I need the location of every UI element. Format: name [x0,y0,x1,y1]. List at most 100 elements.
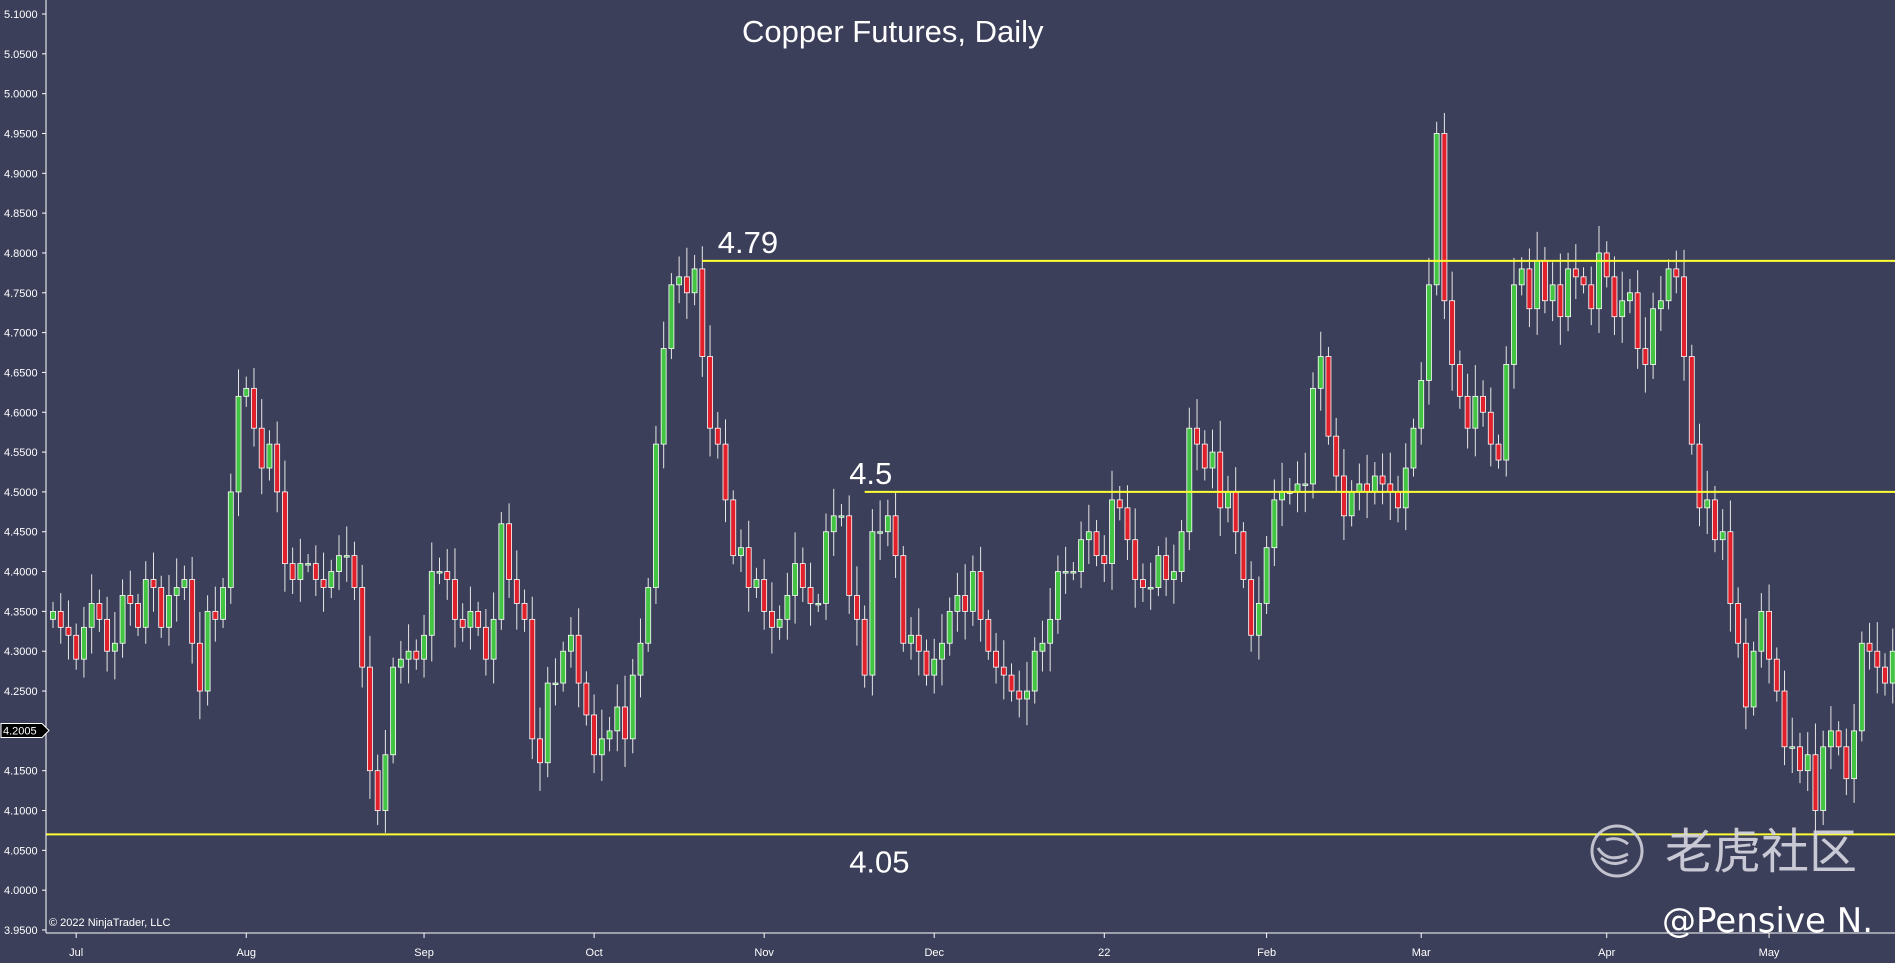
candle-body-up [1031,650,1038,692]
candle-body-up [1820,746,1827,811]
candle-body-down [1000,666,1007,676]
candle [598,709,605,781]
candle [1062,546,1069,594]
candle-body-down [73,634,80,660]
x-tick-label: Sep [414,947,434,959]
candle [1155,546,1162,597]
candle [714,412,721,459]
candle-body-up [1565,268,1571,318]
y-tick-label: 5.0000 [4,89,38,101]
candle-body-up [1851,730,1857,780]
candle-body-down [1611,276,1618,318]
candle [1325,346,1332,445]
candle [1565,252,1571,332]
candle-body-up [88,603,95,628]
tiger-logo-icon [1590,824,1644,878]
candle-body-down [1673,268,1680,278]
candle-body-up [305,563,311,566]
candle-body-down [1232,491,1239,533]
y-tick-label: 4.0500 [4,845,38,857]
candle-body-down [1696,443,1703,509]
candle [707,325,713,457]
candle [884,499,891,547]
candle-body-down [104,618,111,652]
candle [1735,587,1742,658]
candle [459,603,466,642]
candle-body-down [923,650,930,676]
candle [212,586,219,642]
candle-body-up [738,547,744,557]
candle [985,609,992,660]
candle [1209,429,1216,489]
candle [753,567,760,599]
candle [877,500,884,560]
candle [1750,641,1757,716]
candle-body-down [1797,746,1803,772]
candle-body-up [1758,610,1765,652]
candle [1093,520,1100,567]
candle-body-down [1387,483,1394,493]
candle-body-down [1217,451,1224,509]
candle-body-up [1024,690,1030,700]
candle [1410,418,1417,477]
candle [1140,563,1146,602]
y-tick-label: 4.4000 [4,567,38,579]
candle-body-down [1681,276,1687,357]
candle [977,546,984,642]
candle-body-down [1240,531,1247,580]
candle-body-up [1472,395,1479,429]
candle-body-up [1225,491,1231,509]
candle-body-down [529,618,536,740]
candle [1549,262,1556,322]
candle [104,596,111,672]
candle-body-down [1866,642,1873,652]
candle-body-down [807,587,814,604]
candle-body-up [931,658,938,676]
y-tick-label: 4.4500 [4,527,38,539]
candle-body-down [854,595,860,620]
candle [258,399,265,495]
candle-body-up [343,555,350,558]
x-tick-label: Oct [586,947,603,959]
candle [498,512,505,630]
candle-body-up [792,563,798,596]
candle-body-down [274,443,281,493]
candle [521,589,528,632]
candle [281,460,288,592]
candle-body-down [312,563,319,580]
candle [1163,537,1170,596]
candle-body-down [892,515,899,557]
candle [1101,535,1108,582]
candle [96,589,103,632]
candle [1681,249,1687,381]
candle-body-down [1557,284,1564,318]
candle-body-down [506,523,512,580]
candle [1781,670,1788,766]
candle [204,595,211,706]
candle [993,632,999,684]
candle [1503,346,1510,477]
candle-body-down [1016,690,1023,700]
candle-body-down [135,603,141,628]
candle-body-up [1789,746,1796,749]
candle [1889,628,1895,704]
x-tick-label: 22 [1098,947,1110,959]
candle-body-up [552,682,559,685]
candle-body-up [166,595,172,628]
candle [452,548,458,648]
candle-body-up [1719,531,1726,541]
candle [1201,430,1208,481]
candle [1341,449,1347,541]
candle-body-down [367,666,373,772]
candle [421,614,427,678]
candle [854,566,860,646]
candle [1008,663,1015,702]
candle [915,608,922,676]
candle-body-up [637,642,644,676]
last-price-tag-shape [0,722,50,738]
watermark-text: 老虎社区 [1665,824,1857,880]
candle-body-up [1596,252,1602,310]
candle [57,593,64,644]
candle-body-up [691,268,698,294]
candle-body-up [490,618,497,660]
